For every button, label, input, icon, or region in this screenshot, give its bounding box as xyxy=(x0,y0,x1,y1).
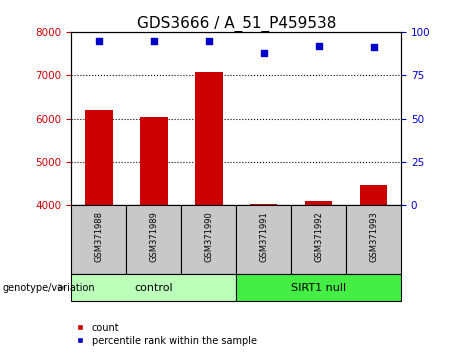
Bar xyxy=(236,205,291,274)
Point xyxy=(95,38,103,44)
Title: GDS3666 / A_51_P459538: GDS3666 / A_51_P459538 xyxy=(136,16,336,32)
Bar xyxy=(71,205,126,274)
Bar xyxy=(346,205,401,274)
Bar xyxy=(140,117,168,205)
Text: GSM371990: GSM371990 xyxy=(204,211,213,262)
Bar xyxy=(236,274,401,301)
Text: GSM371989: GSM371989 xyxy=(149,211,159,262)
Bar xyxy=(305,201,332,205)
Point xyxy=(205,38,213,44)
Legend: count, percentile rank within the sample: count, percentile rank within the sample xyxy=(77,323,257,346)
Bar xyxy=(291,205,346,274)
Text: GSM371991: GSM371991 xyxy=(259,211,268,262)
Text: GSM371988: GSM371988 xyxy=(95,211,103,262)
Text: control: control xyxy=(135,282,173,293)
Bar xyxy=(195,72,223,205)
Text: genotype/variation: genotype/variation xyxy=(2,282,95,293)
Text: GSM371992: GSM371992 xyxy=(314,211,323,262)
Bar xyxy=(181,205,236,274)
Text: SIRT1 null: SIRT1 null xyxy=(291,282,346,293)
Bar xyxy=(360,185,387,205)
Text: GSM371993: GSM371993 xyxy=(369,211,378,262)
Point xyxy=(150,38,158,44)
Point xyxy=(315,43,322,48)
Bar xyxy=(85,110,112,205)
Point xyxy=(370,45,377,50)
Bar xyxy=(71,274,236,301)
Bar xyxy=(126,205,181,274)
Point xyxy=(260,50,267,56)
